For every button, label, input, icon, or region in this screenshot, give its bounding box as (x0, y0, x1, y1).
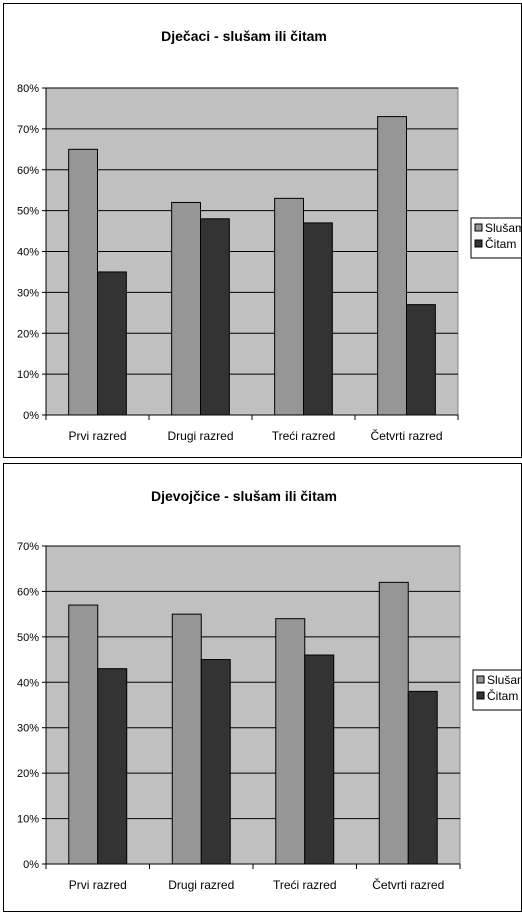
y-tick-label: 50% (17, 632, 39, 644)
y-tick-label: 20% (17, 768, 39, 780)
chart-title: Dječaci - slušam ili čitam (161, 28, 327, 44)
y-tick-label: 70% (17, 541, 39, 553)
legend-swatch-čitam (474, 239, 483, 248)
y-tick-label: 10% (17, 369, 39, 381)
legend-swatch-slušam (474, 223, 483, 232)
y-tick-label: 50% (17, 206, 39, 218)
x-tick-label: Drugi razred (167, 429, 233, 443)
y-tick-label: 60% (17, 586, 39, 598)
chart-girls: Djevojčice - slušam ili čitam 0% 10% 20% 30… (3, 463, 522, 912)
y-tick-label: 0% (23, 859, 39, 871)
legend-label: Čitam (487, 688, 518, 703)
bar-slušam-4 (378, 581, 409, 865)
bar-čitam-4 (406, 304, 436, 416)
x-tick-label: Prvi razred (68, 429, 126, 443)
chart-boys: Dječaci - slušam ili čitam 0% 10% 20% 30% 40… (3, 3, 522, 458)
y-tick-label: 60% (17, 165, 39, 177)
bar-slušam-3 (274, 197, 305, 416)
legend-swatch-čitam (476, 691, 485, 700)
plot-area: 0% 10% 20% 30% 40% 50% 60% 70% 80% Prvi razred Dru… (17, 83, 459, 443)
bar-slušam-1 (68, 148, 99, 416)
chart-girls-svg: Djevojčice - slušam ili čitam 0% 10% 20% 30… (17, 488, 521, 892)
bar-čitam-3 (304, 654, 335, 865)
x-tick-label: Prvi razred (69, 878, 127, 892)
bar-slušam-1 (68, 604, 99, 865)
bar-čitam-2 (200, 218, 230, 416)
bar-slušam-2 (171, 201, 202, 416)
x-tick-label: Treći razred (272, 429, 336, 443)
bar-slušam-4 (377, 116, 408, 416)
chart-title: Djevojčice - slušam ili čitam (151, 488, 337, 504)
y-tick-label: 0% (23, 410, 39, 422)
legend-label: Slušam (487, 673, 521, 687)
x-tick-label: Četvrti razred (372, 877, 444, 892)
bar-slušam-2 (171, 613, 202, 865)
bar-čitam-1 (97, 668, 128, 865)
legend-swatch-slušam (476, 675, 485, 684)
chart-boys-svg: Dječaci - slušam ili čitam 0% 10% 20% 30% 40… (17, 28, 521, 443)
bar-čitam-1 (97, 271, 127, 416)
y-tick-label: 40% (17, 677, 39, 689)
y-tick-label: 30% (17, 287, 39, 299)
y-tick-label: 10% (17, 814, 39, 826)
x-tick-label: Četvrti razred (370, 428, 442, 443)
bar-čitam-3 (303, 222, 333, 416)
y-tick-label: 40% (17, 247, 39, 259)
x-tick-label: Treći razred (273, 878, 337, 892)
y-tick-label: 70% (17, 124, 39, 136)
x-tick-label: Drugi razred (168, 878, 234, 892)
bar-čitam-2 (200, 659, 231, 865)
legend-label: Slušam (485, 221, 521, 235)
y-tick-label: 20% (17, 328, 39, 340)
y-tick-label: 30% (17, 723, 39, 735)
y-tick-label: 80% (17, 83, 39, 95)
bar-slušam-3 (275, 618, 306, 865)
legend-label: Čitam (485, 236, 516, 251)
plot-area: 0% 10% 20% 30% 40% 50% 60% 70% Prvi razred Drugi … (17, 541, 461, 892)
bar-čitam-4 (407, 690, 438, 865)
